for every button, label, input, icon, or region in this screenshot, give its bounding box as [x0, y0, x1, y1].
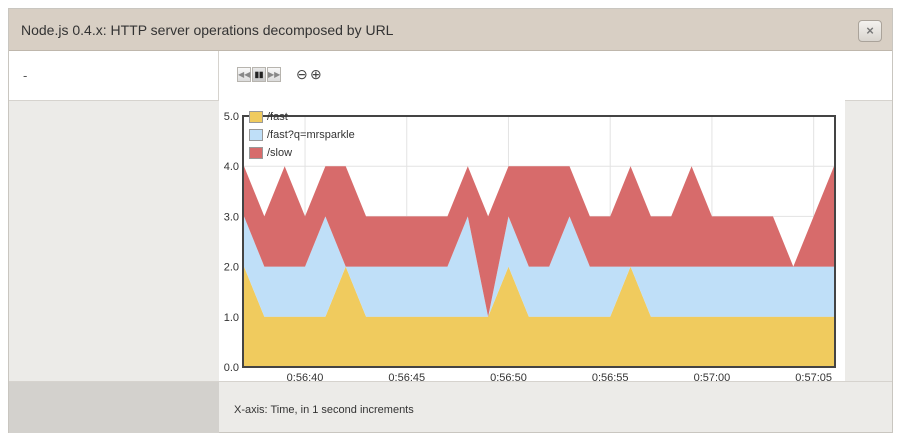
left-header-cell: -: [9, 51, 219, 101]
area-series: [244, 166, 834, 317]
chart-panel: 0.0 1.0 2.0 3.0 4.0 5.0 0:56:40 0:56:45 0:56:50 0…: [219, 100, 845, 381]
xaxis-note: X-axis: Time, in 1 second increments: [234, 404, 414, 416]
stacked-area-chart: 0.0 1.0 2.0 3.0 4.0 5.0 0:56:40 0:56:45 0:56:50 0…: [224, 111, 836, 381]
legend-swatch: [249, 129, 263, 141]
area-series: [244, 216, 834, 317]
close-button[interactable]: ×: [858, 20, 882, 42]
y-tick-label: 0.0: [224, 362, 239, 374]
zoom-out-icon: ⊖: [296, 66, 308, 82]
y-tick-label: 4.0: [224, 161, 239, 173]
left-header-text: -: [23, 68, 28, 83]
y-tick-label: 2.0: [224, 262, 239, 274]
x-tick-label: 0:56:55: [592, 372, 629, 381]
title-bar: Node.js 0.4.x: HTTP server operations de…: [9, 9, 892, 51]
legend-swatch: [249, 111, 263, 123]
y-tick-label: 1.0: [224, 312, 239, 324]
pause-icon: ▮▮: [254, 70, 264, 79]
x-tick-label: 0:57:05: [795, 372, 832, 381]
y-tick-label: 3.0: [224, 211, 239, 223]
zoom-out-button[interactable]: ⊖: [296, 67, 308, 82]
x-tick-label: 0:56:40: [287, 372, 324, 381]
plot-border: [242, 115, 836, 368]
x-tick-label: 0:56:50: [490, 372, 527, 381]
y-tick-label: 5.0: [224, 111, 239, 123]
footer-row: X-axis: Time, in 1 second increments: [9, 381, 892, 433]
x-tick-label: 0:56:45: [388, 372, 425, 381]
legend-label: /fast: [267, 111, 288, 123]
legend-label: /slow: [267, 147, 293, 159]
legend-swatch: [249, 147, 263, 159]
zoom-in-button[interactable]: ⊕: [310, 67, 322, 82]
right-gutter: [845, 101, 892, 380]
zoom-in-icon: ⊕: [310, 66, 322, 82]
chart-window: Node.js 0.4.x: HTTP server operations de…: [8, 8, 893, 433]
toolbar-row: - ◀◀ ▮▮ ▶▶ ⊖ ⊕: [9, 51, 892, 101]
window-title: Node.js 0.4.x: HTTP server operations de…: [21, 22, 394, 38]
forward-icon: ▶▶: [268, 70, 281, 79]
legend-label: /fast?q=mrsparkle: [267, 129, 355, 141]
close-icon: ×: [866, 23, 874, 38]
forward-button[interactable]: ▶▶: [267, 67, 281, 82]
rewind-button[interactable]: ◀◀: [237, 67, 251, 82]
rewind-icon: ◀◀: [238, 70, 251, 79]
x-tick-label: 0:57:00: [694, 372, 731, 381]
pause-button[interactable]: ▮▮: [252, 67, 266, 82]
footer-left-cell: [9, 382, 219, 433]
left-panel: [9, 101, 219, 380]
